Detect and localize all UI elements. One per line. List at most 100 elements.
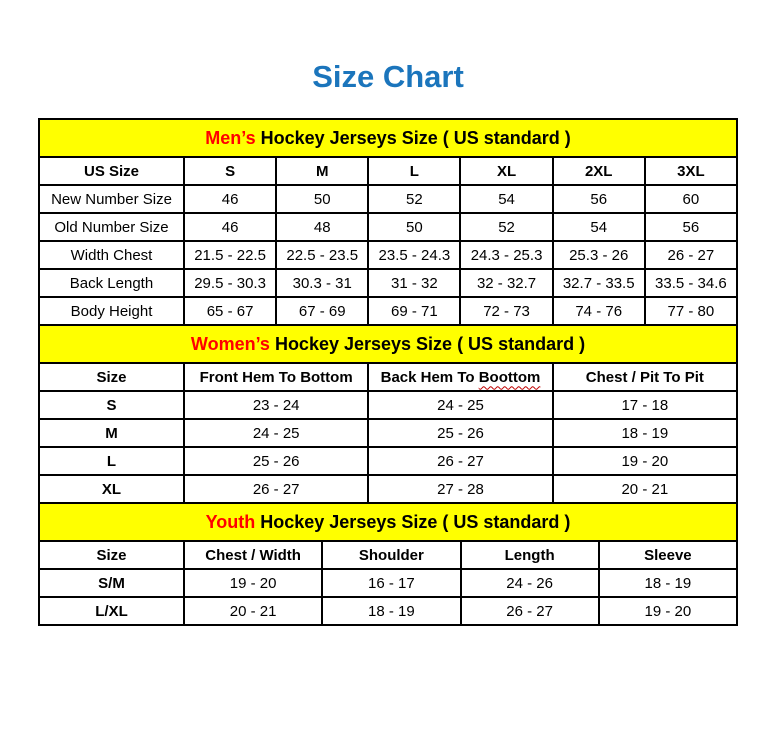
value-cell: 22.5 - 23.5 — [275, 240, 370, 270]
column-header: Chest / Width — [182, 540, 324, 570]
value-cell: 50 — [275, 184, 370, 214]
size-chart-tables: Men’s Hockey Jerseys Size ( US standard … — [38, 118, 739, 626]
value-cell: 23.5 - 24.3 — [367, 240, 462, 270]
table-row: M 24 - 25 25 - 26 18 - 19 — [38, 418, 739, 448]
value-cell: 18 - 19 — [321, 596, 462, 626]
men-size-table: Men’s Hockey Jerseys Size ( US standard … — [38, 118, 739, 326]
table-row: XL 26 - 27 27 - 28 20 - 21 — [38, 474, 739, 504]
column-header: L — [367, 156, 462, 186]
women-header-row: Size Front Hem To Bottom Back Hem To Boo… — [38, 362, 739, 392]
column-header: Size — [38, 362, 185, 392]
row-label-cell: M — [38, 418, 185, 448]
row-label-cell: Old Number Size — [38, 212, 185, 242]
value-cell: 65 - 67 — [182, 296, 278, 326]
row-label-cell: Width Chest — [38, 240, 185, 270]
value-cell: 25 - 26 — [182, 446, 370, 476]
value-cell: 19 - 20 — [551, 446, 739, 476]
women-section-band: Women’s Hockey Jerseys Size ( US standar… — [38, 324, 738, 364]
value-cell: 24 - 25 — [182, 418, 370, 448]
row-label-cell: Back Length — [38, 268, 185, 298]
value-cell: 27 - 28 — [367, 474, 554, 504]
table-row: Width Chest 21.5 - 22.5 22.5 - 23.5 23.5 - … — [38, 240, 739, 270]
men-section-band: Men’s Hockey Jerseys Size ( US standard … — [38, 118, 738, 158]
men-band-row: Men’s Hockey Jerseys Size ( US standard … — [38, 118, 738, 158]
row-label-cell: L — [38, 446, 185, 476]
value-cell: 31 - 32 — [367, 268, 462, 298]
misspelled-word-spellcheck-squiggle: Boottom — [478, 368, 541, 386]
row-label-cell: S/M — [38, 568, 185, 598]
value-cell: 69 - 71 — [367, 296, 462, 326]
value-cell: 25.3 - 26 — [551, 240, 646, 270]
value-cell: 18 - 19 — [597, 568, 739, 598]
value-cell: 74 - 76 — [551, 296, 646, 326]
column-header: US Size — [38, 156, 185, 186]
value-cell: 20 - 21 — [182, 596, 324, 626]
table-row: Body Height 65 - 67 67 - 69 69 - 71 72 - 73 7… — [38, 296, 739, 326]
value-cell: 19 - 20 — [597, 596, 739, 626]
row-label-cell: XL — [38, 474, 185, 504]
value-cell: 24.3 - 25.3 — [459, 240, 554, 270]
value-cell: 18 - 19 — [551, 418, 739, 448]
value-cell: 46 — [182, 184, 278, 214]
value-cell: 60 — [643, 184, 739, 214]
value-cell: 56 — [551, 184, 646, 214]
column-header: 3XL — [643, 156, 739, 186]
column-header: Length — [459, 540, 600, 570]
women-table-body: S 23 - 24 24 - 25 17 - 18 M 24 - 25 25 - 26 18 … — [38, 390, 739, 504]
value-cell: 26 - 27 — [459, 596, 600, 626]
table-row: Old Number Size 46 48 50 52 54 56 — [38, 212, 739, 242]
value-cell: 16 - 17 — [321, 568, 462, 598]
value-cell: 17 - 18 — [551, 390, 739, 420]
women-band-row: Women’s Hockey Jerseys Size ( US standar… — [38, 324, 738, 364]
value-cell: 24 - 25 — [367, 390, 554, 420]
value-cell: 52 — [367, 184, 462, 214]
value-cell: 46 — [182, 212, 278, 242]
value-cell: 30.3 - 31 — [275, 268, 370, 298]
men-header-row: US Size S M L XL 2XL 3XL — [38, 156, 739, 186]
row-label-cell: Body Height — [38, 296, 185, 326]
women-band-highlight: Women’s — [190, 333, 270, 354]
value-cell: 48 — [275, 212, 370, 242]
youth-section-band: Youth Hockey Jerseys Size ( US standard … — [38, 502, 738, 542]
value-cell: 29.5 - 30.3 — [182, 268, 278, 298]
header-text: Back Hem To — [380, 368, 479, 386]
women-band-rest: Hockey Jerseys Size ( US standard ) — [269, 333, 586, 354]
youth-size-table: Youth Hockey Jerseys Size ( US standard … — [38, 502, 739, 626]
value-cell: 52 — [459, 212, 554, 242]
value-cell: 25 - 26 — [367, 418, 554, 448]
value-cell: 26 - 27 — [182, 474, 370, 504]
value-cell: 54 — [459, 184, 554, 214]
men-table-body: New Number Size 46 50 52 54 56 60 Old Number Si… — [38, 184, 739, 326]
row-label-cell: L/XL — [38, 596, 185, 626]
column-header: 2XL — [551, 156, 646, 186]
value-cell: 56 — [643, 212, 739, 242]
value-cell: 19 - 20 — [182, 568, 324, 598]
value-cell: 32.7 - 33.5 — [551, 268, 646, 298]
column-header: S — [182, 156, 278, 186]
value-cell: 24 - 26 — [459, 568, 600, 598]
column-header: Shoulder — [321, 540, 462, 570]
table-row: L 25 - 26 26 - 27 19 - 20 — [38, 446, 739, 476]
youth-band-row: Youth Hockey Jerseys Size ( US standard … — [38, 502, 738, 542]
row-label-cell: S — [38, 390, 185, 420]
column-header: XL — [459, 156, 554, 186]
value-cell: 20 - 21 — [551, 474, 739, 504]
youth-band-rest: Hockey Jerseys Size ( US standard ) — [255, 511, 571, 532]
column-header: M — [275, 156, 370, 186]
value-cell: 77 - 80 — [643, 296, 739, 326]
women-size-table: Women’s Hockey Jerseys Size ( US standar… — [38, 324, 739, 504]
value-cell: 21.5 - 22.5 — [182, 240, 278, 270]
youth-header-row: Size Chest / Width Shoulder Length Sleeve — [38, 540, 739, 570]
value-cell: 67 - 69 — [275, 296, 370, 326]
value-cell: 32 - 32.7 — [459, 268, 554, 298]
column-header: Back Hem To Boottom — [367, 362, 554, 392]
men-band-highlight: Men’s — [205, 127, 256, 148]
page-title: Size Chart — [312, 59, 464, 94]
table-row: Back Length 29.5 - 30.3 30.3 - 31 31 - 32 32… — [38, 268, 739, 298]
row-label-cell: New Number Size — [38, 184, 185, 214]
value-cell: 72 - 73 — [459, 296, 554, 326]
value-cell: 26 - 27 — [643, 240, 739, 270]
table-row: S 23 - 24 24 - 25 17 - 18 — [38, 390, 739, 420]
table-row: New Number Size 46 50 52 54 56 60 — [38, 184, 739, 214]
value-cell: 33.5 - 34.6 — [643, 268, 739, 298]
